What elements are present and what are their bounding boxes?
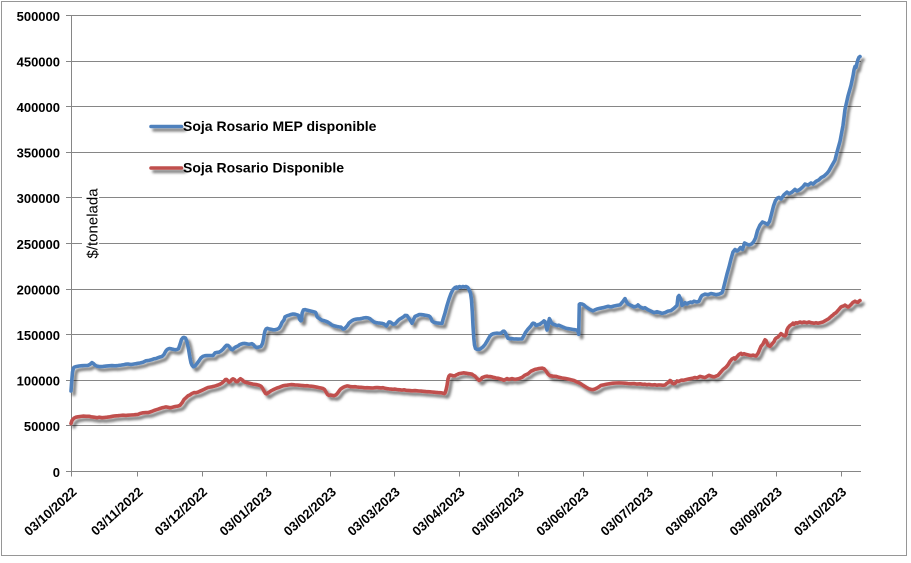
svg-text:350000: 350000 (17, 146, 60, 161)
svg-text:500000: 500000 (17, 9, 60, 24)
svg-text:50000: 50000 (24, 419, 60, 434)
svg-text:$/tonelada: $/tonelada (85, 188, 102, 259)
svg-text:150000: 150000 (17, 328, 60, 343)
svg-text:100000: 100000 (17, 374, 60, 389)
svg-text:400000: 400000 (17, 100, 60, 115)
svg-text:0: 0 (53, 465, 60, 480)
svg-text:200000: 200000 (17, 282, 60, 297)
svg-text:250000: 250000 (17, 237, 60, 252)
svg-text:Soja Rosario MEP disponible: Soja Rosario MEP disponible (183, 118, 377, 134)
svg-text:300000: 300000 (17, 191, 60, 206)
svg-text:450000: 450000 (17, 54, 60, 69)
svg-text:Soja Rosario Disponible: Soja Rosario Disponible (183, 160, 344, 176)
